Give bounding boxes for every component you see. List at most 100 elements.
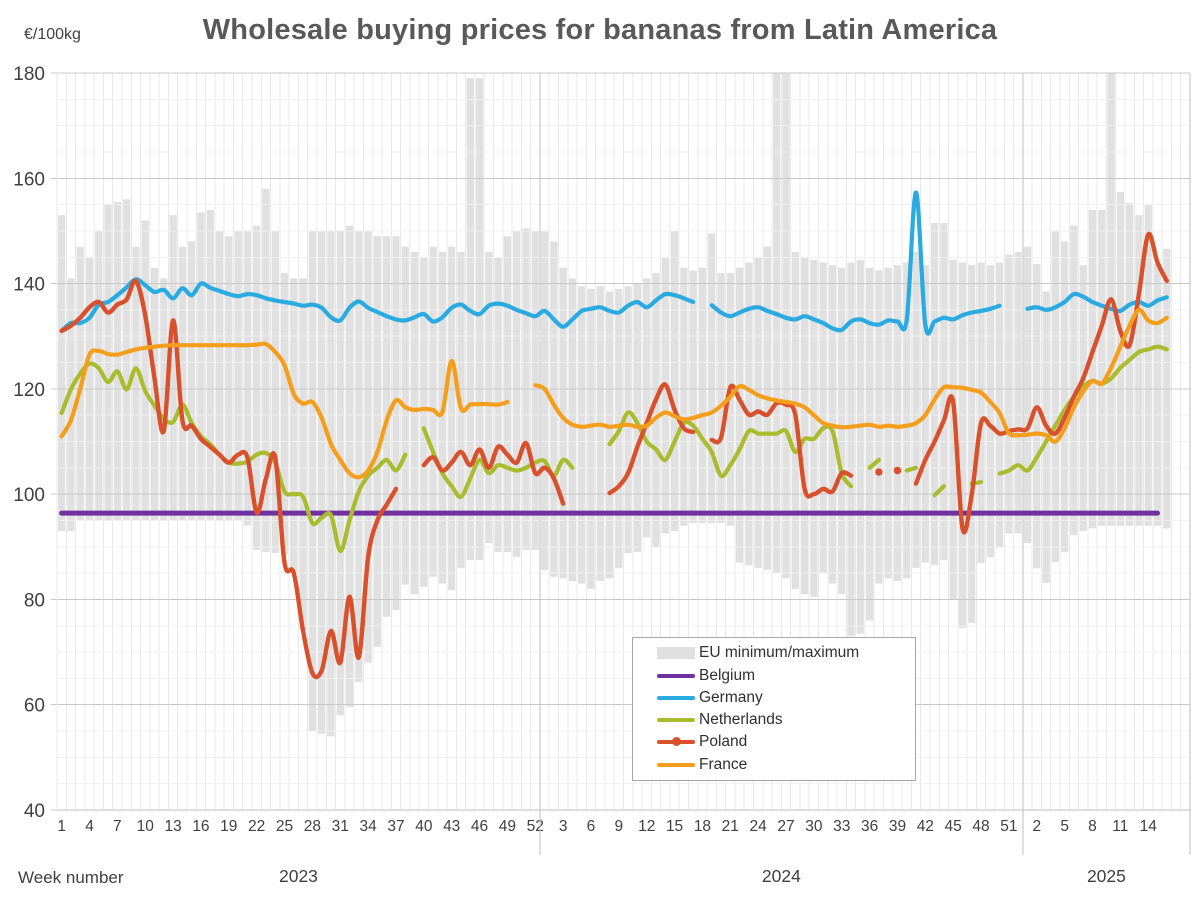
eu-minmax-band-bar [940,223,948,560]
x-axis-tick-label: 45 [945,818,962,835]
series-line-netherlands [904,465,919,473]
x-axis-tick-label: 12 [638,818,655,835]
y-axis-unit-label: €/100kg [24,26,81,43]
eu-minmax-band-bar [160,278,168,521]
legend-item-label: France [699,755,748,773]
eu-minmax-band-bar [1023,246,1032,544]
legend-item-france[interactable]: France [657,754,915,776]
y-axis-tick-label: 140 [13,275,45,296]
legend-swatch-eu-band-icon [657,646,695,660]
legend-item-eu-band[interactable]: EU minimum/maximum [657,642,915,664]
eu-minmax-band-bar [448,246,456,590]
series-line-poland [421,440,566,506]
eu-minmax-band-bar [58,215,66,531]
eu-minmax-band-bar [1098,209,1106,526]
x-axis-tick-label: 7 [113,818,122,835]
series-line-germany [59,277,696,333]
eu-minmax-band-bar [550,241,558,577]
eu-minmax-band-bar [290,278,298,574]
eu-minmax-band-bar [670,230,679,531]
x-axis-tick-label: 22 [248,818,265,835]
eu-minmax-band-bar [234,230,242,521]
eu-minmax-band-bar [420,257,428,587]
eu-minmax-band-bar [503,236,512,553]
eu-minmax-band-bar [475,78,484,560]
y-axis-tick-label: 40 [24,801,45,822]
eu-minmax-band-bar [113,201,121,521]
x-axis-tick-label: 10 [137,818,155,835]
eu-minmax-band-bar [327,230,335,737]
series-line-poland [607,382,696,496]
x-axis-tick-label: 51 [1000,818,1017,835]
eu-minmax-band-bar [540,230,549,570]
y-axis-tick-label: 180 [13,64,45,85]
series-point-poland [893,466,902,475]
eu-minmax-band-bar [243,230,252,526]
eu-minmax-band-bar [893,265,902,582]
eu-minmax-band-bar [392,236,400,610]
eu-minmax-band-bar [1126,203,1134,526]
eu-minmax-band-bar [949,259,957,600]
eu-minmax-band-bar [1144,205,1152,526]
x-axis-year-label: 2023 [279,866,318,886]
eu-minmax-band-bar [838,267,846,595]
x-axis-caption: Week number [18,868,124,887]
eu-minmax-band-bar [197,212,205,521]
eu-minmax-band-bar [1153,264,1162,526]
eu-minmax-band-bar [1033,264,1041,569]
x-axis-tick-label: 15 [666,818,683,835]
eu-minmax-band-bar [1051,230,1059,563]
eu-minmax-band-bar [355,230,363,683]
legend-item-netherlands[interactable]: Netherlands [657,709,915,731]
x-axis-tick-label: 21 [722,818,739,835]
series-line-netherlands [997,344,1169,476]
x-axis-tick-label: 36 [861,818,878,835]
eu-minmax-band-bar [1070,225,1078,536]
eu-minmax-band-bar [652,273,660,547]
x-axis-tick-label: 39 [889,818,906,835]
eu-minmax-band-bar [1079,265,1087,531]
x-axis-tick-label: 43 [443,818,460,835]
series-line-netherlands [932,484,946,498]
eu-minmax-band-bar [865,267,874,621]
eu-minmax-band-bar [810,259,818,597]
eu-minmax-band-bar [912,251,920,568]
legend-item-poland[interactable]: Poland [657,731,915,753]
eu-minmax-band-bar [596,286,604,582]
x-axis-tick-label: 18 [694,818,711,835]
eu-minmax-band-bar [1135,215,1143,526]
eu-minmax-band-bar [986,265,994,558]
x-axis-year-label: 2024 [762,866,801,886]
x-axis-tick-label: 46 [471,818,488,835]
x-axis-tick-label: 37 [387,818,404,835]
eu-minmax-band-bar [903,262,911,579]
eu-minmax-band-bar [438,251,447,584]
y-axis-tick-label: 60 [24,696,45,717]
series-line-netherlands [59,361,408,554]
x-axis-tick-label: 40 [415,818,433,835]
eu-minmax-band-bar [513,230,521,557]
y-axis-tick-label: 120 [13,380,45,401]
y-axis-tick-label: 100 [13,485,45,506]
x-axis-tick-label: 27 [777,818,794,835]
eu-minmax-band-bar [225,236,233,521]
chart-title: Wholesale buying prices for bananas from… [202,14,998,46]
legend-item-germany[interactable]: Germany [657,687,915,709]
eu-minmax-band-bar [1014,251,1022,534]
series-line-poland [59,278,399,680]
eu-minmax-band-bar [1061,241,1069,553]
legend-item-belgium[interactable]: Belgium [657,664,915,686]
eu-minmax-band-bar [698,267,707,524]
x-axis-tick-label: 1 [57,818,66,835]
x-axis-tick-label: 11 [1112,818,1128,835]
x-axis-tick-label: 48 [972,818,989,835]
eu-minmax-band-bar [345,225,354,707]
eu-minmax-band-bar [308,230,317,732]
eu-minmax-band-bar [773,73,781,574]
x-axis-tick-label: 9 [615,818,624,835]
legend-swatch-poland-icon [657,735,695,749]
eu-minmax-band-bar [299,278,307,630]
eu-minmax-band-bar [587,288,595,589]
x-axis-tick-label: 13 [164,818,181,835]
